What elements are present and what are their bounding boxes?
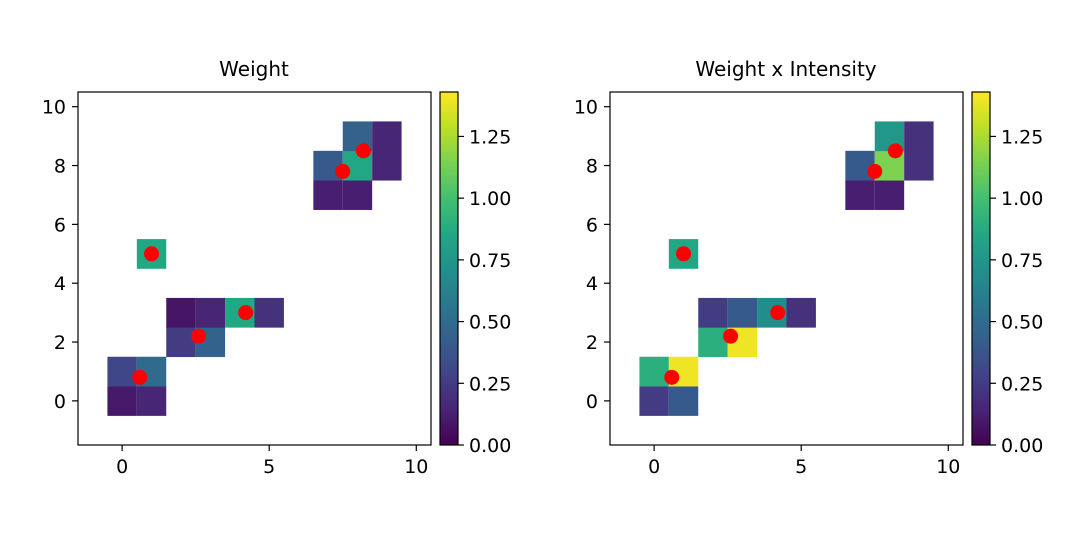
scatter-point [770, 305, 786, 321]
y-tick-label: 10 [42, 97, 66, 119]
y-tick-label: 2 [586, 332, 598, 354]
heatmap-cell [639, 356, 669, 387]
y-tick-label: 2 [54, 332, 66, 354]
heatmap-cell [372, 150, 402, 181]
heatmap-cell [107, 386, 137, 416]
scatter-point [191, 328, 207, 344]
y-axis: 0 2 4 6 8 10 [574, 97, 610, 413]
x-axis: 0 5 10 [116, 445, 428, 478]
y-tick-label: 4 [54, 273, 66, 295]
colorbar-ticks: 0.00 0.25 0.50 0.75 1.00 1.25 [990, 126, 1043, 457]
heatmap-panel-weight-x-intensity: Weight x Intensity 0 5 10 0 2 4 6 8 10 0.00 0.25… [574, 57, 1044, 478]
colorbar-gradient [971, 91, 991, 446]
heatmap-cells [107, 121, 402, 416]
scatter-point [867, 163, 883, 179]
y-axis: 0 2 4 6 8 10 [42, 97, 78, 413]
colorbar-tick-label: 0.75 [469, 250, 511, 272]
heatmap-cell [904, 121, 934, 152]
colorbar-ticks: 0.00 0.25 0.50 0.75 1.00 1.25 [458, 126, 511, 457]
colorbar-tick-label: 0.50 [469, 312, 511, 334]
y-tick-label: 0 [54, 391, 66, 413]
colorbar-tick-label: 0.00 [469, 435, 511, 457]
colorbar-tick-label: 0.75 [1001, 250, 1043, 272]
x-tick-label: 10 [936, 456, 960, 478]
heatmap-cell [786, 297, 816, 328]
heatmap-cell [904, 150, 934, 181]
y-tick-label: 6 [586, 214, 598, 236]
colorbar-tick-label: 0.25 [469, 373, 511, 395]
chart-title: Weight [219, 57, 289, 81]
heatmap-cell [254, 297, 284, 328]
heatmap-cell [136, 386, 167, 416]
scatter-point [132, 369, 148, 385]
y-tick-label: 6 [54, 214, 66, 236]
colorbar-tick-label: 0.25 [1001, 373, 1043, 395]
colorbar-tick-label: 1.00 [469, 188, 511, 210]
heatmap-cell [166, 327, 196, 358]
scatter-point [664, 369, 680, 385]
x-tick-label: 0 [116, 456, 128, 478]
axes-frame [77, 91, 432, 446]
x-axis: 0 5 10 [648, 445, 960, 478]
heatmap-cell [166, 297, 196, 328]
x-tick-label: 10 [404, 456, 428, 478]
colorbar-tick-label: 1.25 [469, 126, 511, 148]
colorbar: 0.00 0.25 0.50 0.75 1.00 1.25 [439, 91, 511, 457]
heatmap-cell [845, 180, 875, 210]
heatmap-cell [698, 297, 728, 328]
heatmap-cell [342, 180, 373, 210]
heatmap-cell [313, 180, 343, 210]
axes-frame [609, 91, 964, 446]
heatmap-cell [639, 386, 669, 416]
y-tick-label: 8 [586, 156, 598, 178]
x-tick-label: 5 [263, 456, 275, 478]
scatter-point [144, 246, 160, 262]
colorbar: 0.00 0.25 0.50 0.75 1.00 1.25 [971, 91, 1043, 457]
heatmap-cell [874, 180, 905, 210]
heatmap-cell [668, 386, 699, 416]
colorbar-tick-label: 0.50 [1001, 312, 1043, 334]
x-tick-label: 0 [648, 456, 660, 478]
colorbar-gradient [439, 91, 459, 446]
scatter-point [676, 246, 692, 262]
x-tick-label: 5 [795, 456, 807, 478]
y-tick-label: 4 [586, 273, 598, 295]
heatmap-panel-weight: Weight 0 5 10 0 2 4 6 8 10 0.00 0.25 0.50 0.75 1.00… [42, 57, 512, 478]
scatter-points [664, 143, 903, 385]
colorbar-tick-label: 1.00 [1001, 188, 1043, 210]
heatmap-cell [727, 297, 758, 328]
heatmap-cell [372, 121, 402, 152]
scatter-point [887, 143, 903, 159]
scatter-point [335, 163, 351, 179]
scatter-points [132, 143, 371, 385]
heatmap-cell [195, 297, 226, 328]
y-tick-label: 0 [586, 391, 598, 413]
scatter-point [723, 328, 739, 344]
heatmap-cell [698, 327, 728, 358]
scatter-point [355, 143, 371, 159]
heatmap-cells [639, 121, 934, 416]
y-tick-label: 10 [574, 97, 598, 119]
colorbar-tick-label: 1.25 [1001, 126, 1043, 148]
scatter-point [238, 305, 254, 321]
y-tick-label: 8 [54, 156, 66, 178]
heatmap-cell [107, 356, 137, 387]
chart-title: Weight x Intensity [695, 57, 876, 81]
colorbar-tick-label: 0.00 [1001, 435, 1043, 457]
